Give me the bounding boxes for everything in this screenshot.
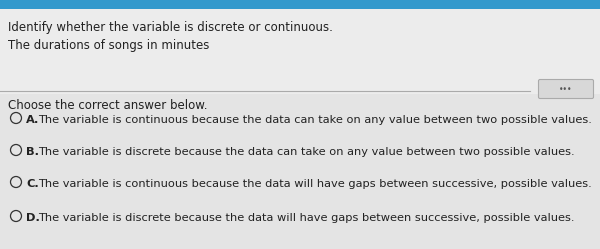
Text: The durations of songs in minutes: The durations of songs in minutes [8,39,209,52]
Text: A.: A. [26,115,40,125]
Text: B.: B. [26,147,39,157]
Text: •••: ••• [559,84,573,94]
Text: The variable is discrete because the data will have gaps between successive, pos: The variable is discrete because the dat… [38,213,575,223]
Text: C.: C. [26,179,39,189]
Text: D.: D. [26,213,40,223]
Text: The variable is continuous because the data will have gaps between successive, p: The variable is continuous because the d… [38,179,592,189]
Text: Choose the correct answer below.: Choose the correct answer below. [8,99,208,112]
Bar [0,0,600,94]
Text: The variable is discrete because the data can take on any value between two poss: The variable is discrete because the dat… [38,147,575,157]
Text: Identify whether the variable is discrete or continuous.: Identify whether the variable is discret… [8,21,333,34]
Bar [0,0,600,9]
Bar [0,94,600,249]
FancyBboxPatch shape [539,79,593,99]
Text: The variable is continuous because the data can take on any value between two po: The variable is continuous because the d… [38,115,592,125]
